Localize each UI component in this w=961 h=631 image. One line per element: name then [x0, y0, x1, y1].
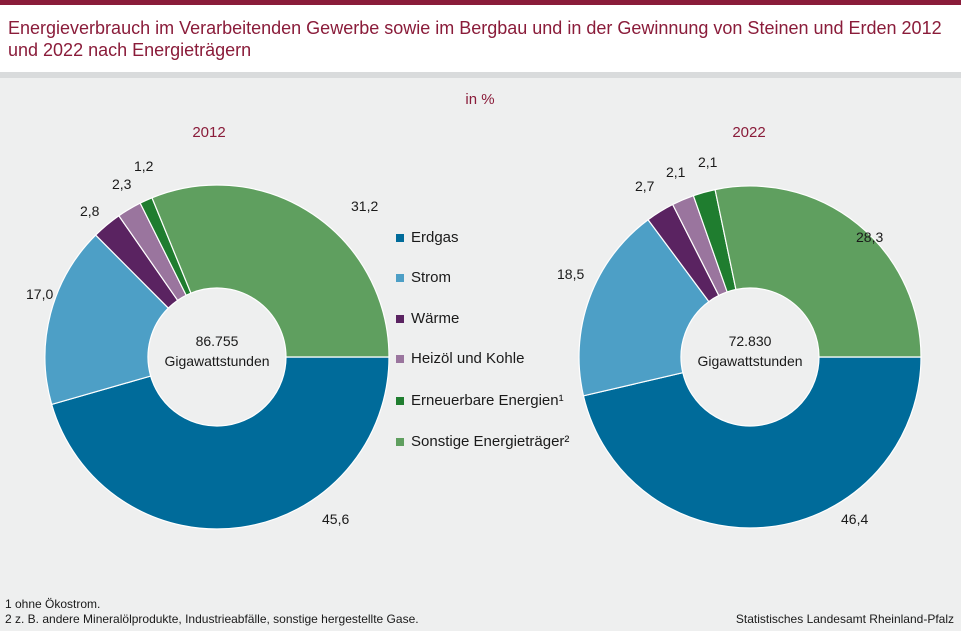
data-label: 2,8 — [80, 203, 100, 219]
data-label: 31,2 — [351, 198, 378, 214]
data-label: 45,6 — [322, 511, 349, 527]
legend-label: Erneuerbare Energien¹ — [411, 392, 564, 409]
unit-label: in % — [465, 91, 495, 108]
data-label: 18,5 — [557, 266, 584, 282]
data-label: 2,1 — [698, 154, 718, 170]
legend-swatch — [396, 438, 404, 446]
data-label: 2,7 — [635, 178, 655, 194]
header-rule — [0, 72, 961, 78]
data-label: 28,3 — [856, 229, 883, 245]
legend-label: Wärme — [411, 310, 460, 327]
year-label-2012: 2012 — [192, 124, 226, 141]
chart-title: Energieverbrauch im Verarbeitenden Gewer… — [8, 18, 942, 60]
legend-swatch — [396, 274, 404, 282]
donut-slice — [714, 185, 922, 358]
center-total-unit: Gigawattstunden — [697, 353, 802, 369]
year-label-2022: 2022 — [732, 124, 766, 141]
top-rule — [0, 0, 961, 5]
center-total-unit: Gigawattstunden — [164, 353, 269, 369]
legend-label: Strom — [411, 269, 452, 286]
donut-slice — [578, 218, 710, 397]
source-note: Statistisches Landesamt Rheinland-Pfalz — [735, 612, 954, 626]
legend-label: Sonstige Energieträger² — [411, 433, 570, 450]
donut-slice — [582, 356, 922, 529]
donut-slice — [50, 356, 390, 530]
donut-slice — [151, 184, 390, 358]
data-label: 17,0 — [26, 286, 53, 302]
footnote-2: 2 z. B. andere Mineralölprodukte, Indust… — [5, 612, 419, 626]
center-total-value: 72.830 — [729, 333, 772, 349]
data-label: 1,2 — [134, 158, 154, 174]
data-label: 46,4 — [841, 511, 868, 527]
footnotes: 1 ohne Ökostrom. 2 z. B. andere Mineralö… — [5, 597, 565, 627]
data-label: 2,3 — [112, 176, 132, 192]
legend-label: Erdgas — [411, 229, 459, 246]
data-label: 2,1 — [666, 164, 686, 180]
header: Energieverbrauch im Verarbeitenden Gewer… — [0, 5, 961, 72]
footnote-1: 1 ohne Ökostrom. — [5, 597, 101, 611]
legend-swatch — [396, 234, 404, 242]
legend-swatch — [396, 355, 404, 363]
legend-swatch — [396, 315, 404, 323]
center-total-value: 86.755 — [196, 333, 239, 349]
legend-swatch — [396, 397, 404, 405]
legend-label: Heizöl und Kohle — [411, 350, 525, 367]
